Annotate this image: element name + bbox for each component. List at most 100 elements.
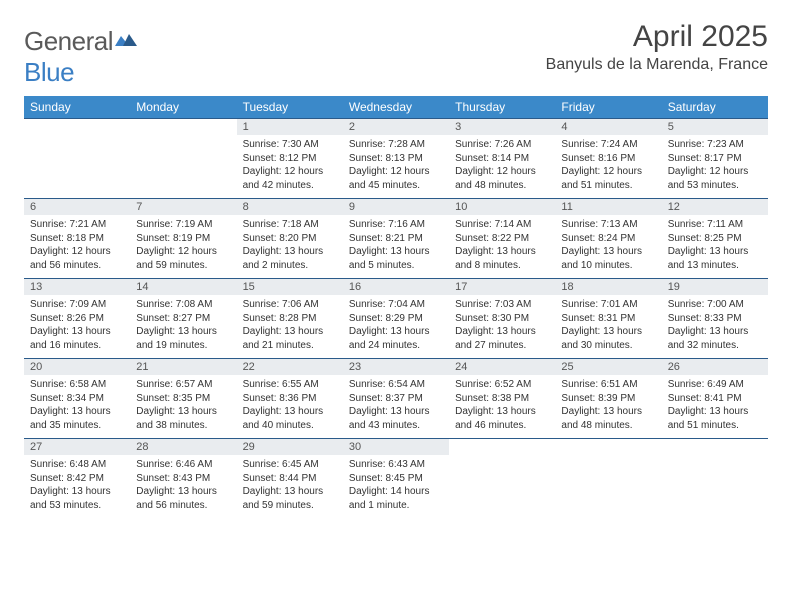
day-cell: 5Sunrise: 7:23 AMSunset: 8:17 PMDaylight…: [662, 119, 768, 199]
daylight-text: Daylight: 12 hours and 59 minutes.: [136, 245, 230, 272]
sunset-text: Sunset: 8:34 PM: [30, 392, 124, 406]
day-number: 22: [237, 359, 343, 375]
brand-logo: GeneralBlue: [24, 26, 137, 88]
sunset-text: Sunset: 8:19 PM: [136, 232, 230, 246]
day-content: Sunrise: 7:09 AMSunset: 8:26 PMDaylight:…: [24, 295, 130, 358]
day-number: 3: [449, 119, 555, 135]
sunrise-text: Sunrise: 6:55 AM: [243, 378, 337, 392]
sunset-text: Sunset: 8:20 PM: [243, 232, 337, 246]
day-cell: 9Sunrise: 7:16 AMSunset: 8:21 PMDaylight…: [343, 199, 449, 279]
sunset-text: Sunset: 8:28 PM: [243, 312, 337, 326]
flag-icon: [115, 26, 137, 57]
day-cell: 13Sunrise: 7:09 AMSunset: 8:26 PMDayligh…: [24, 279, 130, 359]
weekday-header: Saturday: [662, 96, 768, 119]
month-title: April 2025: [546, 20, 768, 54]
day-cell: 27Sunrise: 6:48 AMSunset: 8:42 PMDayligh…: [24, 439, 130, 519]
day-cell: 29Sunrise: 6:45 AMSunset: 8:44 PMDayligh…: [237, 439, 343, 519]
daylight-text: Daylight: 13 hours and 19 minutes.: [136, 325, 230, 352]
day-cell: ..: [130, 119, 236, 199]
day-content: Sunrise: 6:43 AMSunset: 8:45 PMDaylight:…: [343, 455, 449, 518]
sunset-text: Sunset: 8:38 PM: [455, 392, 549, 406]
sunset-text: Sunset: 8:18 PM: [30, 232, 124, 246]
sunrise-text: Sunrise: 7:09 AM: [30, 298, 124, 312]
sunrise-text: Sunrise: 7:23 AM: [668, 138, 762, 152]
weekday-header: Wednesday: [343, 96, 449, 119]
sunrise-text: Sunrise: 6:49 AM: [668, 378, 762, 392]
daylight-text: Daylight: 13 hours and 8 minutes.: [455, 245, 549, 272]
week-row: ....1Sunrise: 7:30 AMSunset: 8:12 PMDayl…: [24, 119, 768, 199]
sunrise-text: Sunrise: 7:01 AM: [561, 298, 655, 312]
day-content: Sunrise: 6:51 AMSunset: 8:39 PMDaylight:…: [555, 375, 661, 438]
sunset-text: Sunset: 8:21 PM: [349, 232, 443, 246]
day-number: 8: [237, 199, 343, 215]
day-cell: 7Sunrise: 7:19 AMSunset: 8:19 PMDaylight…: [130, 199, 236, 279]
day-content: Sunrise: 7:19 AMSunset: 8:19 PMDaylight:…: [130, 215, 236, 278]
weekday-header: Thursday: [449, 96, 555, 119]
sunset-text: Sunset: 8:45 PM: [349, 472, 443, 486]
sunset-text: Sunset: 8:33 PM: [668, 312, 762, 326]
brand-part2: Blue: [24, 57, 74, 87]
day-content: Sunrise: 6:49 AMSunset: 8:41 PMDaylight:…: [662, 375, 768, 438]
sunset-text: Sunset: 8:16 PM: [561, 152, 655, 166]
daylight-text: Daylight: 13 hours and 51 minutes.: [668, 405, 762, 432]
sunset-text: Sunset: 8:27 PM: [136, 312, 230, 326]
sunrise-text: Sunrise: 6:51 AM: [561, 378, 655, 392]
sunrise-text: Sunrise: 7:03 AM: [455, 298, 549, 312]
day-number: 28: [130, 439, 236, 455]
day-number: 7: [130, 199, 236, 215]
daylight-text: Daylight: 13 hours and 40 minutes.: [243, 405, 337, 432]
location: Banyuls de la Marenda, France: [546, 56, 768, 74]
sunrise-text: Sunrise: 6:52 AM: [455, 378, 549, 392]
day-content: Sunrise: 7:06 AMSunset: 8:28 PMDaylight:…: [237, 295, 343, 358]
day-cell: ..: [24, 119, 130, 199]
day-cell: ..: [662, 439, 768, 519]
day-cell: 20Sunrise: 6:58 AMSunset: 8:34 PMDayligh…: [24, 359, 130, 439]
week-row: 27Sunrise: 6:48 AMSunset: 8:42 PMDayligh…: [24, 439, 768, 519]
sunset-text: Sunset: 8:31 PM: [561, 312, 655, 326]
sunrise-text: Sunrise: 7:18 AM: [243, 218, 337, 232]
daylight-text: Daylight: 12 hours and 56 minutes.: [30, 245, 124, 272]
day-content: Sunrise: 6:45 AMSunset: 8:44 PMDaylight:…: [237, 455, 343, 518]
day-cell: 15Sunrise: 7:06 AMSunset: 8:28 PMDayligh…: [237, 279, 343, 359]
day-content: Sunrise: 7:23 AMSunset: 8:17 PMDaylight:…: [662, 135, 768, 198]
day-content: Sunrise: 6:57 AMSunset: 8:35 PMDaylight:…: [130, 375, 236, 438]
sunrise-text: Sunrise: 6:46 AM: [136, 458, 230, 472]
day-cell: 8Sunrise: 7:18 AMSunset: 8:20 PMDaylight…: [237, 199, 343, 279]
sunrise-text: Sunrise: 7:04 AM: [349, 298, 443, 312]
daylight-text: Daylight: 13 hours and 46 minutes.: [455, 405, 549, 432]
sunset-text: Sunset: 8:13 PM: [349, 152, 443, 166]
sunrise-text: Sunrise: 6:57 AM: [136, 378, 230, 392]
brand-part1: General: [24, 26, 113, 56]
sunrise-text: Sunrise: 7:30 AM: [243, 138, 337, 152]
day-number: 4: [555, 119, 661, 135]
calendar-table: Sunday Monday Tuesday Wednesday Thursday…: [24, 96, 768, 518]
sunrise-text: Sunrise: 6:45 AM: [243, 458, 337, 472]
sunset-text: Sunset: 8:44 PM: [243, 472, 337, 486]
daylight-text: Daylight: 12 hours and 42 minutes.: [243, 165, 337, 192]
day-cell: 21Sunrise: 6:57 AMSunset: 8:35 PMDayligh…: [130, 359, 236, 439]
day-content: Sunrise: 7:16 AMSunset: 8:21 PMDaylight:…: [343, 215, 449, 278]
day-number: 5: [662, 119, 768, 135]
day-number: 6: [24, 199, 130, 215]
sunset-text: Sunset: 8:12 PM: [243, 152, 337, 166]
sunrise-text: Sunrise: 7:06 AM: [243, 298, 337, 312]
sunrise-text: Sunrise: 6:48 AM: [30, 458, 124, 472]
day-content: Sunrise: 7:21 AMSunset: 8:18 PMDaylight:…: [24, 215, 130, 278]
sunrise-text: Sunrise: 7:14 AM: [455, 218, 549, 232]
day-number: 2: [343, 119, 449, 135]
day-number: 29: [237, 439, 343, 455]
daylight-text: Daylight: 13 hours and 30 minutes.: [561, 325, 655, 352]
daylight-text: Daylight: 13 hours and 43 minutes.: [349, 405, 443, 432]
calendar-page: GeneralBlue April 2025 Banyuls de la Mar…: [0, 0, 792, 538]
day-number: 17: [449, 279, 555, 295]
day-cell: 11Sunrise: 7:13 AMSunset: 8:24 PMDayligh…: [555, 199, 661, 279]
daylight-text: Daylight: 12 hours and 53 minutes.: [668, 165, 762, 192]
day-content: Sunrise: 6:55 AMSunset: 8:36 PMDaylight:…: [237, 375, 343, 438]
day-number: 24: [449, 359, 555, 375]
day-number: 30: [343, 439, 449, 455]
day-content: Sunrise: 7:13 AMSunset: 8:24 PMDaylight:…: [555, 215, 661, 278]
day-number: 14: [130, 279, 236, 295]
day-content: Sunrise: 6:48 AMSunset: 8:42 PMDaylight:…: [24, 455, 130, 518]
day-number: 9: [343, 199, 449, 215]
daylight-text: Daylight: 13 hours and 35 minutes.: [30, 405, 124, 432]
